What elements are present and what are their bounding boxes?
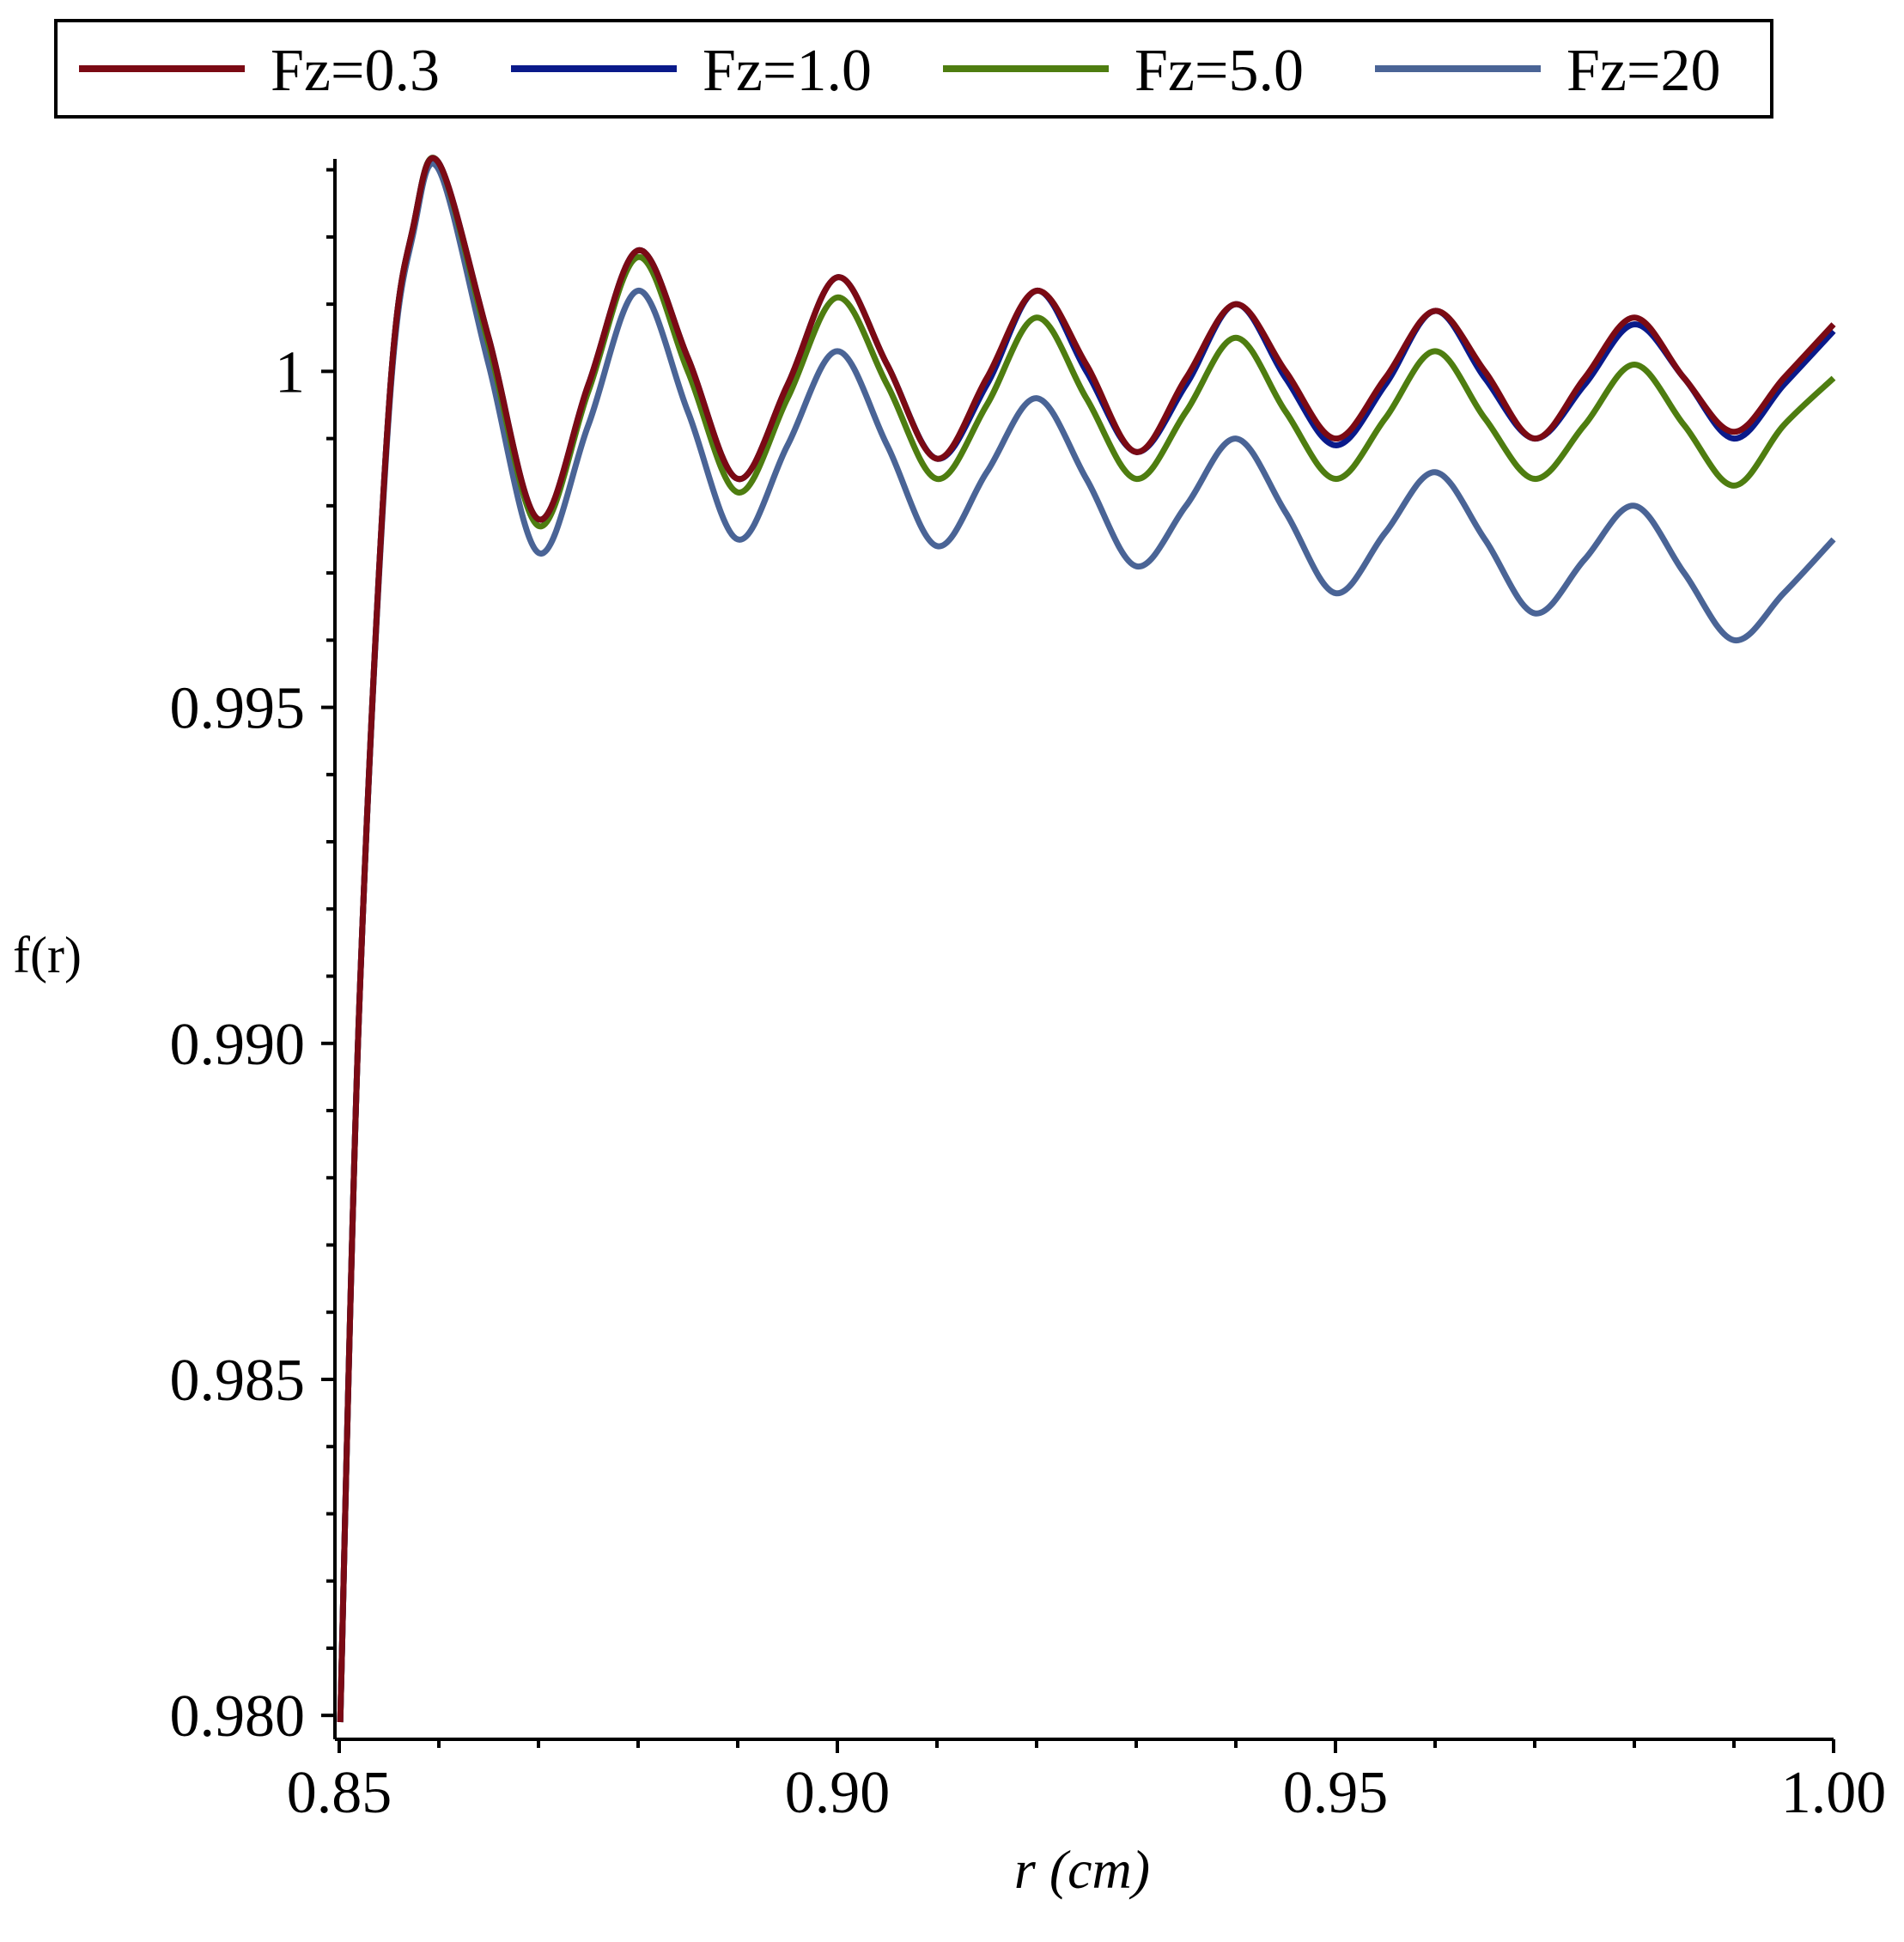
x-axis-label: r (cm) [1014,1839,1150,1900]
x-tick-label: 1.00 [1781,1760,1887,1826]
y-tick-label: 0.995 [170,676,306,742]
x-axis-ticks [338,1739,1835,1753]
y-tick-labels: 0.980 0.985 0.990 0.995 1 [170,339,306,1750]
y-tick-label: 0.985 [170,1348,306,1414]
legend-label-fz-5-0: Fz=5.0 [1134,38,1304,104]
x-tick-labels: 0.85 0.90 0.95 1.00 [287,1760,1887,1826]
series-line-fz-0-3 [337,155,1836,1723]
series-lines [337,155,1836,1723]
legend: Fz=0.3 Fz=1.0 Fz=5.0 Fz=20 [54,19,1773,119]
y-tick-label: 0.980 [170,1683,306,1750]
legend-label-fz-0-3: Fz=0.3 [271,38,440,104]
y-tick-label: 0.990 [170,1012,306,1078]
y-axis-label: f(r) [13,927,82,983]
legend-label-fz-20: Fz=20 [1566,38,1720,104]
x-tick-label: 0.95 [1283,1760,1389,1826]
x-tick-label: 0.90 [785,1760,891,1826]
legend-label-fz-1-0: Fz=1.0 [703,38,872,104]
x-tick-label: 0.85 [287,1760,392,1826]
y-axis-ticks [321,167,335,1718]
y-tick-label: 1 [275,339,305,405]
